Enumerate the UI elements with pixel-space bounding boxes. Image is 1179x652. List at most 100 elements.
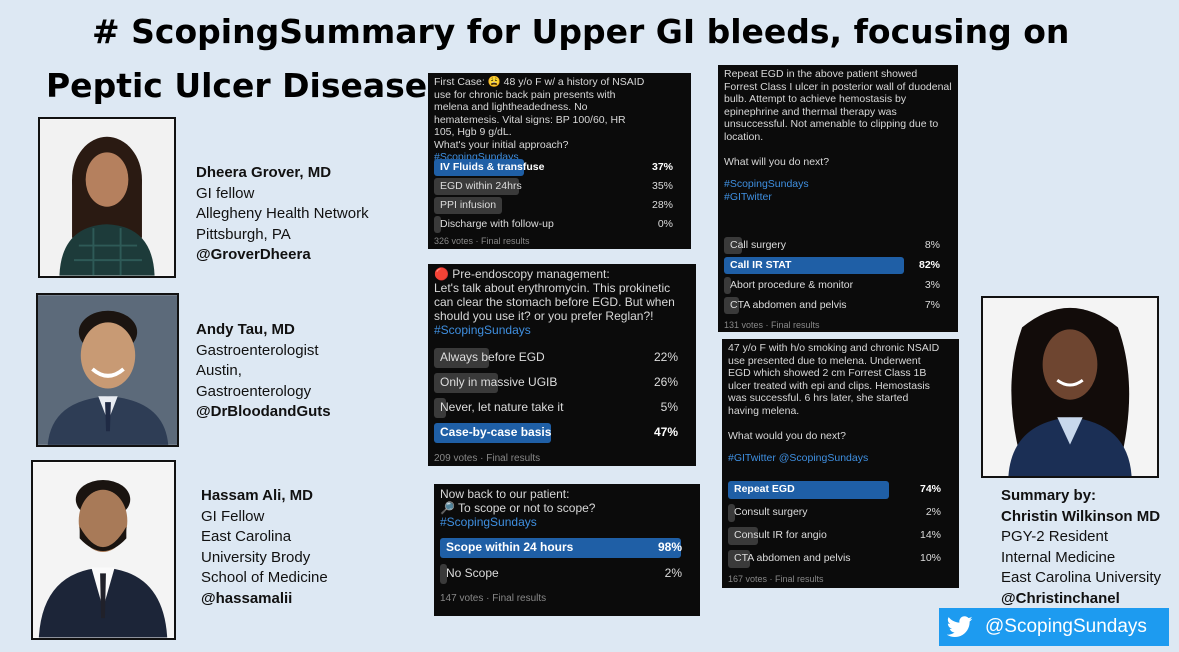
poll-option[interactable]: Scope within 24 hours 98% [440, 538, 686, 558]
poll-option-bar [724, 297, 740, 314]
poll-option-bar [434, 398, 447, 418]
poll-hashtag[interactable]: #ScopingSundays #GITwitter [724, 178, 809, 203]
poll-option-bar [434, 423, 551, 443]
poll-option[interactable]: Repeat EGD 74% [728, 481, 945, 499]
poll-option[interactable]: Never, let nature take it 5% [434, 398, 682, 418]
poll-vote-count: 326 votes · Final results [434, 236, 530, 246]
summary-author-name: Christin Wilkinson MD [1001, 507, 1161, 525]
poll-question: 🔴 Pre-endoscopy management: Let's talk a… [434, 267, 675, 323]
poll-option-bar [724, 257, 905, 274]
author-detail: GI Fellow [201, 507, 265, 525]
poll-option-percent: 0% [657, 218, 673, 230]
summary-detail: PGY-2 Resident [1001, 528, 1109, 545]
poll-option-label: PPI infusion [440, 199, 497, 211]
poll-option[interactable]: No Scope 2% [440, 564, 686, 584]
poll-option-label: Repeat EGD [734, 483, 795, 495]
poll-option-label: Call surgery [730, 239, 787, 251]
poll-option[interactable]: Abort procedure & monitor 3% [724, 277, 944, 294]
poll-options: Scope within 24 hours 98% No Scope 2% [440, 538, 686, 588]
poll-card-rebleed: 47 y/o F with h/o smoking and chronic NS… [722, 339, 959, 588]
poll-hashtag[interactable]: #ScopingSundays [434, 323, 531, 337]
poll-option-label: Abort procedure & monitor [730, 279, 854, 291]
poll-option-label: EGD within 24hrs [440, 180, 522, 192]
poll-option-bar [434, 216, 442, 233]
author-handle[interactable]: @DrBloodandGuts [196, 403, 331, 420]
author-handle[interactable]: @GroverDheera [196, 246, 311, 263]
poll-option[interactable]: Consult IR for angio 14% [728, 527, 945, 545]
poll-option-percent: 14% [919, 529, 941, 541]
summary-author-handle[interactable]: @Christinchanel [1001, 589, 1120, 607]
poll-option[interactable]: IV Fluids & transfuse 37% [434, 159, 677, 176]
poll-options: Always before EGD 22% Only in massive UGI… [434, 348, 682, 448]
poll-option[interactable]: Consult surgery 2% [728, 504, 945, 522]
poll-question: Now back to our patient: 🔎 To scope or n… [440, 487, 596, 515]
poll-option-percent: 35% [651, 180, 673, 192]
twitter-handle-badge[interactable]: @ScopingSundays [939, 608, 1169, 646]
poll-option-label: No Scope [446, 566, 499, 580]
poll-option-bar [434, 197, 503, 214]
author-handle[interactable]: @hassamalii [201, 589, 293, 607]
poll-option[interactable]: Discharge with follow-up 0% [434, 216, 677, 233]
summary-detail: Internal Medicine [1001, 548, 1116, 566]
poll-options: IV Fluids & transfuse 37% EGD within 24hr… [434, 159, 677, 239]
author-bio-ali: Hassam Ali, MD GI Fellow East Carolina U… [201, 486, 328, 609]
poll-option-bar [434, 159, 524, 176]
author-photo-tau [36, 293, 179, 447]
author-detail: Gastroenterologist [196, 341, 319, 359]
poll-option-percent: 28% [651, 199, 673, 211]
summary-detail: East Carolina University [1001, 569, 1162, 586]
poll-option[interactable]: CTA abdomen and pelvis 10% [728, 550, 945, 568]
poll-option-percent: 26% [653, 375, 678, 389]
poll-card-forrest-class-1: Repeat EGD in the above patient showed F… [718, 65, 958, 332]
poll-option-percent: 2% [925, 506, 941, 518]
poll-option-percent: 10% [919, 552, 941, 564]
poll-option-label: Discharge with follow-up [440, 218, 554, 230]
poll-option[interactable]: Call IR STAT 82% [724, 257, 944, 274]
author-detail: Allegheny Health Network [196, 205, 369, 222]
poll-option-label: Scope within 24 hours [446, 540, 574, 554]
poll-option[interactable]: EGD within 24hrs 35% [434, 178, 677, 195]
poll-option-label: IV Fluids & transfuse [440, 161, 545, 173]
poll-hashtag[interactable]: #ScopingSundays [440, 515, 537, 529]
author-bio-grover: Dheera Grover, MD GI fellow Allegheny He… [196, 163, 369, 266]
summary-author-bio: Summary by: Christin Wilkinson MD PGY-2 … [1001, 486, 1161, 609]
poll-option-label: CTA abdomen and pelvis [734, 552, 851, 564]
poll-option[interactable]: Call surgery 8% [724, 237, 944, 254]
poll-option-label: Consult surgery [734, 506, 808, 518]
poll-option-label: Call IR STAT [730, 259, 792, 271]
poll-option[interactable]: Case-by-case basis 47% [434, 423, 682, 443]
author-name: Dheera Grover, MD [196, 164, 332, 181]
poll-option-percent: 82% [918, 259, 940, 271]
poll-option[interactable]: CTA abdomen and pelvis 7% [724, 297, 944, 314]
author-name: Hassam Ali, MD [201, 487, 313, 504]
author-detail: University Brody [201, 548, 311, 566]
poll-option-percent: 5% [660, 400, 678, 414]
poll-option-percent: 2% [664, 566, 682, 580]
poll-option[interactable]: Only in massive UGIB 26% [434, 373, 682, 393]
twitter-bird-icon [947, 616, 973, 637]
poll-vote-count: 209 votes · Final results [434, 453, 541, 464]
poll-options: Call surgery 8% Call IR STAT 82% Abort pro… [724, 237, 944, 317]
poll-option-label: Only in massive UGIB [440, 375, 558, 389]
poll-option-percent: 7% [924, 299, 940, 311]
poll-card-initial-approach: First Case: 😩 48 y/o F w/ a history of N… [428, 73, 691, 249]
poll-option-bar [434, 178, 520, 195]
poll-option[interactable]: Always before EGD 22% [434, 348, 682, 368]
poll-option-bar [440, 564, 448, 584]
author-photo-ali [31, 460, 176, 640]
author-detail: Gastroenterology [196, 382, 312, 400]
poll-hashtag[interactable]: #GITwitter @ScopingSundays [728, 452, 869, 464]
author-detail: Pittsburgh, PA [196, 225, 291, 243]
poll-option-label: CTA abdomen and pelvis [730, 299, 847, 311]
poll-option-bar [728, 550, 750, 568]
poll-option-percent: 98% [657, 540, 682, 554]
poll-option-bar [440, 538, 682, 558]
author-name: Andy Tau, MD [196, 321, 295, 338]
poll-option-label: Case-by-case basis [440, 425, 552, 439]
poll-vote-count: 131 votes · Final results [724, 320, 820, 330]
poll-card-erythromycin: 🔴 Pre-endoscopy management: Let's talk a… [428, 264, 696, 466]
author-detail: School of Medicine [201, 569, 328, 586]
poll-option[interactable]: PPI infusion 28% [434, 197, 677, 214]
slide-title-line-1: # ScopingSummary for Upper GI bleeds, fo… [92, 12, 1070, 51]
poll-card-scope-decision: Now back to our patient: 🔎 To scope or n… [434, 484, 700, 616]
